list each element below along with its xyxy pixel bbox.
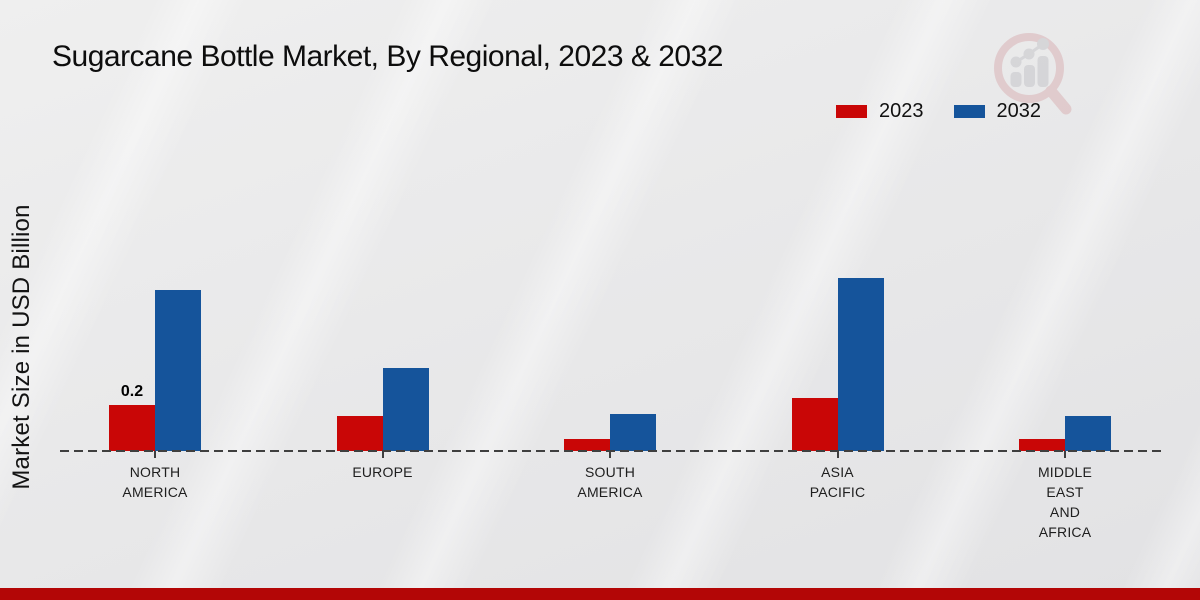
bar-2032-north-america	[155, 290, 201, 451]
category-label-europe: EUROPE	[352, 464, 413, 480]
bar-2023-europe	[336, 416, 383, 451]
bar-2032-asia-pacific	[837, 278, 884, 451]
legend-swatch-2023-icon	[836, 105, 867, 118]
bar-2023-north-america	[109, 405, 155, 451]
bar-2032-south-america	[610, 414, 656, 451]
legend: 2023 2032	[836, 100, 1041, 123]
category-label-asia-pacific: ASIA PACIFIC	[809, 464, 866, 500]
axis-tick-north-america	[154, 451, 156, 458]
axis-tick-south-america	[609, 451, 611, 458]
bottom-accent-band	[0, 588, 1200, 600]
data-label-2023: 0.2	[120, 383, 144, 400]
axis-tick-asia-pacific	[836, 451, 839, 458]
category-label-north-america: NORTH AMERICA	[122, 464, 188, 500]
legend-swatch-2032-icon	[953, 105, 985, 118]
bar-2032-europe	[382, 368, 429, 451]
chart-title: Sugarcane Bottle Market, By Regional, 20…	[52, 40, 723, 73]
bar-2023-south-america	[564, 439, 610, 451]
legend-item-2032: 2032	[953, 100, 1042, 123]
bar-2023-asia-pacific	[791, 398, 838, 451]
legend-label-2032: 2032	[996, 100, 1042, 122]
bar-2023-middle-east-and-africa	[1019, 439, 1065, 451]
category-label-middle-east-and-africa: MIDDLE EAST AND AFRICA	[1037, 464, 1093, 540]
legend-label-2023: 2023	[879, 100, 924, 122]
legend-item-2023: 2023	[836, 100, 924, 123]
axis-tick-middle-east-and-africa	[1064, 451, 1066, 458]
axis-tick-europe	[381, 451, 384, 458]
bar-2032-middle-east-and-africa	[1065, 416, 1111, 451]
category-label-south-america: SOUTH AMERICA	[577, 464, 643, 500]
magnifier-growth-chart-icon	[994, 33, 1072, 115]
x-axis-baseline	[60, 450, 1162, 452]
